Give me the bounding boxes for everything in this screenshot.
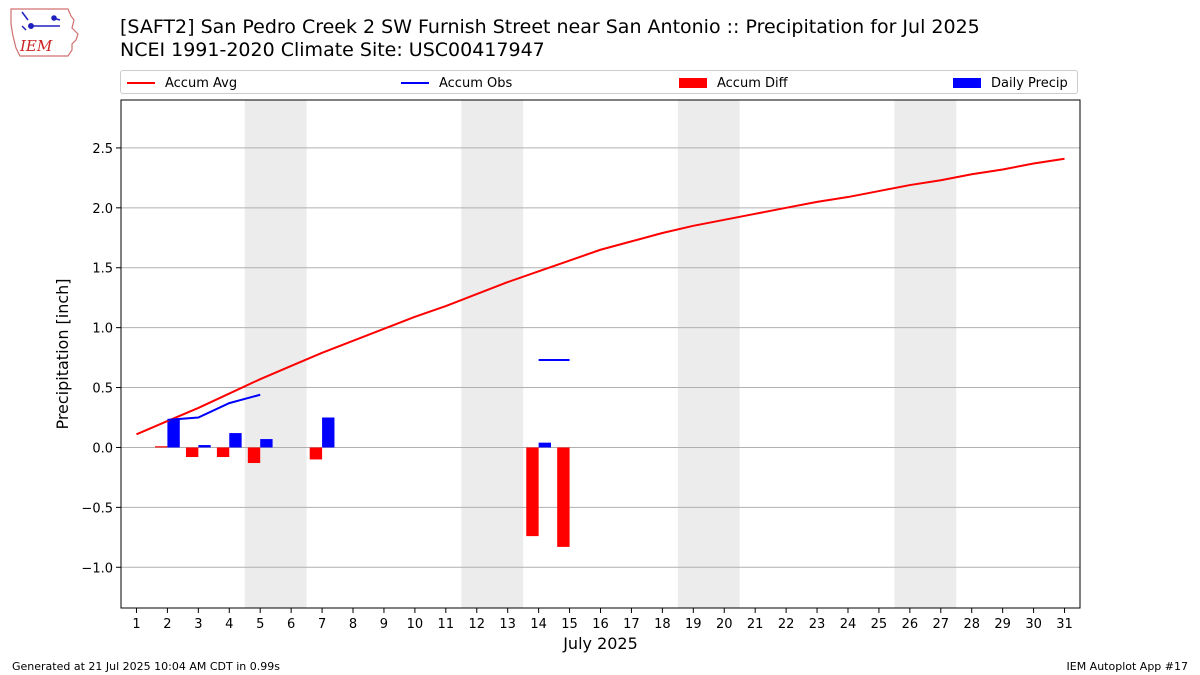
y-tick-label: 2.5 (92, 142, 113, 157)
y-axis-label: Precipitation [inch] (53, 278, 72, 429)
y-tick-label: 1.0 (92, 322, 113, 337)
accum-diff-bar (526, 447, 539, 537)
accum-diff-bar (216, 447, 230, 458)
accum-avg-line (136, 157, 1065, 436)
x-tick-label: 12 (468, 617, 485, 632)
x-tick-label: 21 (747, 617, 764, 632)
daily-precip-bar (167, 419, 180, 448)
y-tick-label: 0.0 (92, 441, 113, 456)
x-tick-label: 30 (1025, 617, 1042, 632)
legend-label-accum-obs: Accum Obs (439, 75, 513, 91)
weekend-band-2 (461, 100, 524, 608)
x-tick-label: 26 (902, 617, 919, 632)
daily-precip-bar (198, 445, 211, 448)
y-tick-label: −1.0 (81, 561, 113, 576)
x-tick-label: 4 (225, 617, 233, 632)
x-tick-label: 8 (349, 617, 357, 632)
accum-obs-line (167, 393, 261, 421)
x-tick-label: 15 (561, 617, 578, 632)
legend-label-accum-diff: Accum Diff (717, 75, 788, 91)
y-tick-label: 1.5 (92, 262, 113, 277)
x-tick-label: 29 (994, 617, 1011, 632)
x-tick-label: 7 (318, 617, 326, 632)
legend-item-accum-diff: Accum Diff (679, 71, 788, 95)
legend-item-accum-obs: Accum Obs (401, 71, 512, 95)
x-tick-label: 13 (499, 617, 516, 632)
legend-item-daily-precip: Daily Precip (953, 71, 1068, 95)
x-tick-label: 9 (380, 617, 388, 632)
x-axis: 1 2 3 4 5 6 7 8 9 10 11 12 13 14 15 16 17 18 19 20 21 22 23 24 2… (132, 608, 1073, 632)
x-tick-label: 10 (407, 617, 424, 632)
x-tick-label: 25 (871, 617, 888, 632)
weather-station-icon (21, 11, 61, 31)
x-tick-label: 14 (530, 617, 547, 632)
x-tick-label: 3 (194, 617, 202, 632)
accum-diff-bar (155, 446, 168, 448)
legend-label-daily-precip: Daily Precip (991, 75, 1068, 91)
weekend-shading-layer (244, 100, 957, 608)
daily-precip-bar (322, 417, 335, 448)
x-tick-label: 23 (809, 617, 826, 632)
x-axis-label: July 2025 (562, 634, 638, 653)
x-tick-label: 2 (163, 617, 171, 632)
accum-diff-bar (557, 447, 570, 547)
y-tick-label: 2.0 (92, 202, 113, 217)
daily-precip-bar (260, 439, 273, 448)
lines-layer (136, 157, 1065, 436)
logo-text: IEM (19, 37, 53, 55)
x-tick-label: 1 (132, 617, 140, 632)
x-tick-label: 28 (963, 617, 980, 632)
x-tick-label: 27 (933, 617, 950, 632)
legend-swatch-accum-avg (127, 82, 155, 84)
x-tick-label: 18 (654, 617, 671, 632)
legend-item-accum-avg: Accum Avg (127, 71, 237, 95)
accum-diff-bar (247, 447, 261, 464)
bars-layer (155, 417, 570, 547)
legend-label-accum-avg: Accum Avg (165, 75, 238, 91)
iowa-state-outline-icon (10, 8, 79, 57)
chart-legend: Accum Avg Accum Obs Accum Diff Daily Pre… (120, 70, 1078, 94)
y-tick-label: 0.5 (92, 382, 113, 397)
weekend-band-1 (244, 100, 307, 608)
chart-title: [SAFT2] San Pedro Creek 2 SW Furnish Str… (120, 16, 980, 38)
x-tick-label: 17 (623, 617, 640, 632)
legend-swatch-daily-precip (953, 78, 981, 88)
x-tick-label: 20 (716, 617, 733, 632)
x-tick-label: 19 (685, 617, 702, 632)
weekend-band-4 (894, 100, 957, 608)
weekend-band-3 (677, 100, 740, 608)
chart-subtitle: NCEI 1991-2020 Climate Site: USC00417947 (120, 39, 545, 61)
iem-logo: IEM (10, 8, 79, 57)
gridlines-layer (121, 147, 1080, 568)
accum-diff-bar (309, 447, 323, 460)
accum-diff-bar (185, 447, 199, 458)
legend-swatch-accum-obs (401, 82, 429, 84)
daily-precip-bar (229, 433, 242, 448)
y-axis: −1.0 −0.5 0.0 0.5 1.0 1.5 2.0 2.5 (81, 142, 121, 576)
legend-swatch-accum-diff (679, 78, 707, 88)
x-tick-label: 5 (256, 617, 264, 632)
x-tick-label: 22 (778, 617, 795, 632)
y-tick-label: −0.5 (81, 501, 113, 516)
x-tick-label: 6 (287, 617, 295, 632)
app-credit: IEM Autoplot App #17 (1066, 660, 1189, 673)
x-tick-label: 11 (438, 617, 455, 632)
daily-precip-bar (538, 442, 552, 448)
generated-timestamp: Generated at 21 Jul 2025 10:04 AM CDT in… (12, 660, 280, 673)
x-tick-label: 31 (1056, 617, 1073, 632)
x-tick-label: 24 (840, 617, 857, 632)
x-tick-label: 16 (592, 617, 609, 632)
